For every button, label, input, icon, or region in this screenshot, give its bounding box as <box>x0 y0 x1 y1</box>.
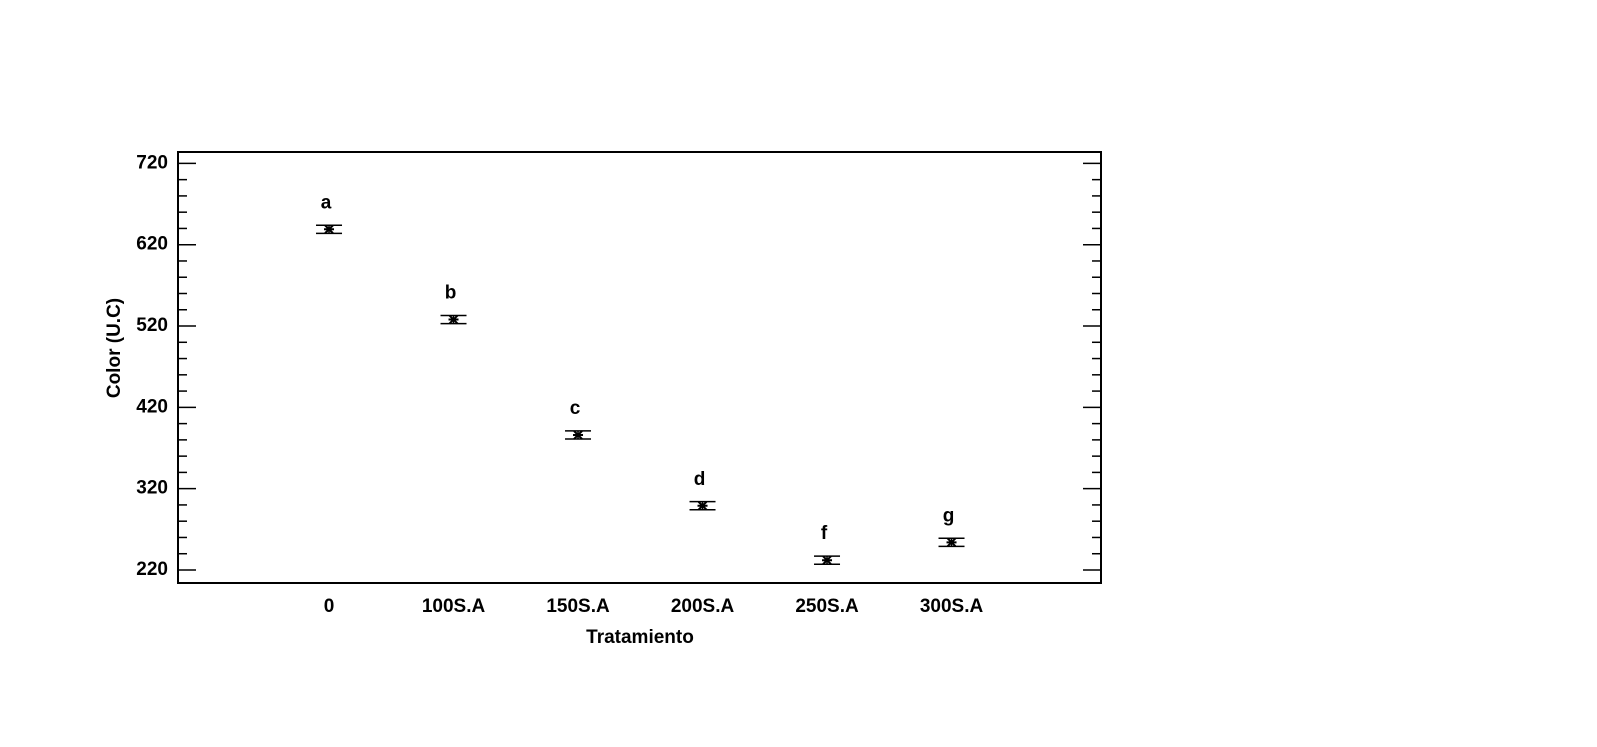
x-tick-label: 250S.A <box>795 596 859 617</box>
y-tick-label: 220 <box>136 559 168 580</box>
x-tick-label: 0 <box>324 596 335 617</box>
x-tick-label: 200S.A <box>671 596 735 617</box>
y-tick-label: 420 <box>136 396 168 417</box>
y-tick-label: 520 <box>136 315 168 336</box>
x-tick-label: 150S.A <box>546 596 610 617</box>
y-tick-label: 620 <box>136 234 168 255</box>
mean-marker <box>448 314 459 325</box>
mean-marker <box>573 430 584 440</box>
y-tick-label: 320 <box>136 478 168 499</box>
mean-marker <box>324 224 335 234</box>
x-tick-label: 300S.A <box>920 596 984 617</box>
mean-marker <box>822 555 833 565</box>
group-letter: f <box>821 523 828 544</box>
x-axis-label: Tratamiento <box>586 627 694 648</box>
group-letter: c <box>570 398 581 419</box>
y-axis-label: Color (U.C) <box>104 298 125 398</box>
group-letter: b <box>445 283 457 304</box>
group-letter: d <box>694 469 706 490</box>
group-letter: a <box>321 192 332 213</box>
x-tick-label: 100S.A <box>422 596 486 617</box>
y-tick-label: 720 <box>136 152 168 173</box>
plot-frame <box>177 151 1102 584</box>
mean-marker <box>697 501 708 511</box>
mean-marker <box>946 537 957 548</box>
group-letter: g <box>943 505 955 526</box>
